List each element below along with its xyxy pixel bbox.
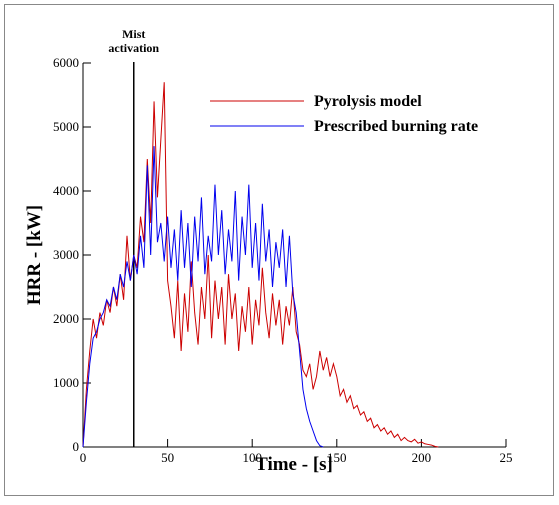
x-tick-label: 0 [80, 450, 87, 465]
x-tick-label: 50 [161, 450, 174, 465]
x-tick-label: 100 [242, 450, 262, 465]
y-axis-label: HRR - [kW] [24, 205, 45, 305]
y-tick-label: 5000 [53, 119, 79, 134]
x-tick-label: 200 [412, 450, 432, 465]
series-line [82, 146, 324, 448]
legend-label: Pyrolysis model [314, 93, 422, 110]
y-tick-label: 2000 [53, 311, 79, 326]
y-tick-label: 1000 [53, 375, 79, 390]
y-tick-label: 6000 [53, 55, 79, 70]
legend-label: Prescribed burning rate [314, 118, 478, 135]
x-axis-label: Time - [s] [255, 454, 333, 475]
frame [4, 4, 554, 496]
x-tick-label: 150 [327, 450, 347, 465]
y-tick-label: 0 [73, 439, 80, 454]
y-tick-label: 4000 [53, 183, 79, 198]
annotation-text: Mist [122, 27, 145, 41]
y-tick-label: 3000 [53, 247, 79, 262]
x-tick-label: 25 [500, 450, 513, 465]
annotation-text: activation [108, 41, 159, 55]
series-line [82, 82, 439, 448]
